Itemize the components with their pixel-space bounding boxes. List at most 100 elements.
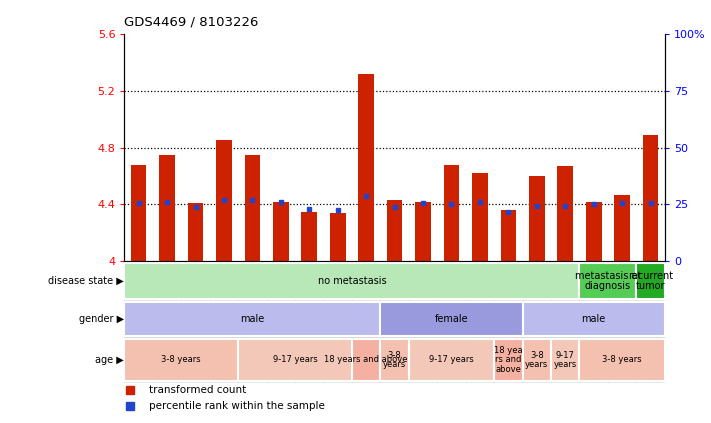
Bar <box>636 263 665 299</box>
Bar <box>267 261 295 301</box>
Text: GDS4469 / 8103226: GDS4469 / 8103226 <box>124 15 259 28</box>
Bar <box>238 339 352 381</box>
Bar <box>267 301 295 337</box>
Bar <box>529 176 545 261</box>
Bar <box>324 261 352 301</box>
Bar <box>124 339 238 381</box>
Bar <box>579 337 608 383</box>
Bar <box>210 261 238 301</box>
Bar <box>409 339 494 381</box>
Bar <box>608 337 636 383</box>
Text: gender ▶: gender ▶ <box>79 314 124 324</box>
Text: 3-8
years: 3-8 years <box>383 351 406 369</box>
Bar <box>210 337 238 383</box>
Bar <box>295 337 324 383</box>
Text: 9-17
years: 9-17 years <box>554 351 577 369</box>
Bar <box>238 301 267 337</box>
Bar <box>409 337 437 383</box>
Text: 3-8 years: 3-8 years <box>602 355 642 365</box>
Bar <box>501 210 516 261</box>
Bar <box>352 339 380 381</box>
Bar <box>387 200 402 261</box>
Bar <box>415 202 431 261</box>
Text: metastasis at
diagnosis: metastasis at diagnosis <box>574 271 641 291</box>
Bar <box>380 301 409 337</box>
Text: 18 years and above: 18 years and above <box>324 355 408 365</box>
Bar <box>579 263 636 299</box>
Bar <box>494 301 523 337</box>
Bar <box>494 337 523 383</box>
Bar <box>614 195 630 261</box>
Bar <box>494 261 523 301</box>
Bar <box>324 337 352 383</box>
Text: transformed count: transformed count <box>149 385 246 395</box>
Bar <box>523 301 551 337</box>
Text: percentile rank within the sample: percentile rank within the sample <box>149 401 325 411</box>
Bar <box>608 261 636 301</box>
Bar <box>523 261 551 301</box>
Bar <box>586 202 602 261</box>
Bar <box>273 202 289 261</box>
Bar <box>245 155 260 261</box>
Bar <box>295 301 324 337</box>
Bar <box>153 337 181 383</box>
Bar <box>437 261 466 301</box>
Text: 18 yea
rs and
above: 18 yea rs and above <box>494 346 523 374</box>
Bar <box>181 301 210 337</box>
Bar <box>238 337 267 383</box>
Bar <box>472 173 488 261</box>
Bar <box>409 301 437 337</box>
Bar <box>636 301 665 337</box>
Bar <box>131 165 146 261</box>
Bar <box>124 301 153 337</box>
Bar <box>523 302 665 336</box>
Bar <box>324 301 352 337</box>
Bar <box>523 339 551 381</box>
Bar <box>579 261 608 301</box>
Bar <box>352 337 380 383</box>
Bar <box>551 337 579 383</box>
Text: no metastasis: no metastasis <box>318 276 386 286</box>
Bar <box>352 261 380 301</box>
Bar <box>238 261 267 301</box>
Bar <box>124 337 153 383</box>
Bar <box>352 301 380 337</box>
Bar <box>466 301 494 337</box>
Bar <box>409 261 437 301</box>
Bar <box>579 301 608 337</box>
Bar <box>210 301 238 337</box>
Bar <box>216 140 232 261</box>
Bar <box>124 263 579 299</box>
Bar <box>551 339 579 381</box>
Bar <box>466 337 494 383</box>
Bar <box>437 337 466 383</box>
Bar <box>643 135 658 261</box>
Text: recurrent
tumor: recurrent tumor <box>628 271 673 291</box>
Text: female: female <box>434 314 469 324</box>
Bar <box>437 301 466 337</box>
Bar <box>494 339 523 381</box>
Bar <box>188 203 203 261</box>
Bar <box>380 302 523 336</box>
Text: age ▶: age ▶ <box>95 355 124 365</box>
Bar <box>358 74 374 261</box>
Bar <box>636 261 665 301</box>
Bar <box>380 261 409 301</box>
Text: 3-8
years: 3-8 years <box>525 351 548 369</box>
Bar <box>295 261 324 301</box>
Bar <box>466 261 494 301</box>
Bar <box>551 301 579 337</box>
Bar <box>579 339 665 381</box>
Bar <box>523 337 551 383</box>
Text: male: male <box>240 314 264 324</box>
Bar <box>444 165 459 261</box>
Bar <box>608 301 636 337</box>
Text: 9-17 years: 9-17 years <box>429 355 474 365</box>
Bar <box>159 155 175 261</box>
Bar <box>181 337 210 383</box>
Bar <box>267 337 295 383</box>
Bar <box>301 212 317 261</box>
Bar <box>330 213 346 261</box>
Text: 3-8 years: 3-8 years <box>161 355 201 365</box>
Bar <box>124 302 380 336</box>
